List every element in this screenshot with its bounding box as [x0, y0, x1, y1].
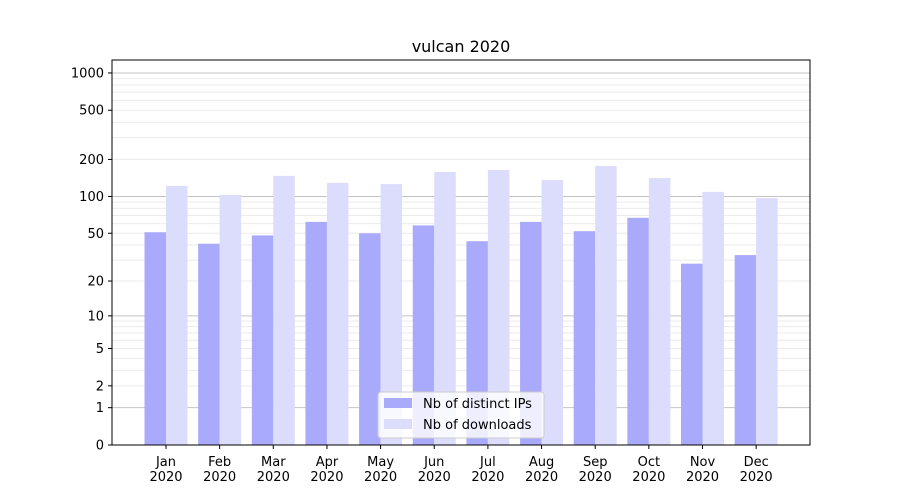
x-tick-label: Jan 2020 [149, 455, 182, 485]
y-tick-label: 1 [96, 401, 104, 416]
y-tick-label: 2 [96, 379, 104, 394]
bar-distinct-ips [627, 217, 649, 445]
bar-distinct-ips [144, 232, 166, 445]
bar-downloads [595, 165, 617, 445]
bar-distinct-ips [412, 225, 435, 445]
bar-downloads [273, 175, 295, 445]
legend-label-downloads: Nb of downloads [423, 418, 532, 433]
legend-label-ips: Nb of distinct IPs [423, 397, 532, 412]
chart-title: vulcan 2020 [412, 37, 511, 56]
x-tick-label: May 2020 [364, 455, 397, 485]
legend-swatch-downloads [384, 419, 412, 429]
bar-distinct-ips [681, 263, 703, 445]
y-tick-label: 1000 [71, 66, 104, 81]
bar-distinct-ips [573, 231, 596, 445]
y-tick-label: 5 [96, 342, 104, 357]
x-tick-label: Dec 2020 [740, 455, 773, 485]
bar-downloads [434, 172, 456, 445]
x-tick-label: Sep 2020 [579, 455, 612, 485]
y-tick-label: 10 [87, 309, 104, 324]
x-tick-label: Nov 2020 [686, 455, 719, 485]
bar-distinct-ips [520, 221, 542, 445]
x-tick-label: Oct 2020 [632, 455, 665, 485]
bar-downloads [219, 194, 242, 445]
bar-distinct-ips [305, 221, 327, 445]
bar-downloads [541, 180, 564, 446]
bar-distinct-ips [251, 235, 274, 445]
bar-downloads [326, 182, 349, 445]
x-tick-label: Jun 2020 [418, 455, 451, 485]
bar-distinct-ips [359, 233, 381, 445]
x-tick-label: Apr 2020 [310, 455, 343, 485]
legend-swatch-ips [384, 398, 412, 408]
y-tick-label: 500 [79, 104, 104, 119]
x-tick-label: Feb 2020 [203, 455, 236, 485]
bar-downloads [380, 184, 403, 445]
x-tick-label: Mar 2020 [257, 455, 290, 485]
y-tick-label: 0 [96, 439, 104, 454]
bar-downloads [756, 198, 778, 445]
bar-downloads [487, 170, 510, 446]
bar-downloads [648, 178, 671, 445]
y-tick-label: 50 [87, 227, 104, 242]
bar-distinct-ips [198, 243, 220, 445]
x-tick-label: Aug 2020 [525, 455, 558, 485]
axes-frame [111, 59, 811, 446]
bar-downloads [166, 185, 188, 446]
bar-downloads [702, 191, 724, 445]
y-tick-label: 100 [79, 190, 104, 205]
y-tick-label: 200 [79, 153, 104, 168]
bar-distinct-ips [734, 255, 757, 445]
legend: Nb of distinct IPs Nb of downloads [377, 391, 545, 439]
x-tick-label: Jul 2020 [471, 455, 504, 485]
y-tick-label: 20 [87, 275, 104, 290]
